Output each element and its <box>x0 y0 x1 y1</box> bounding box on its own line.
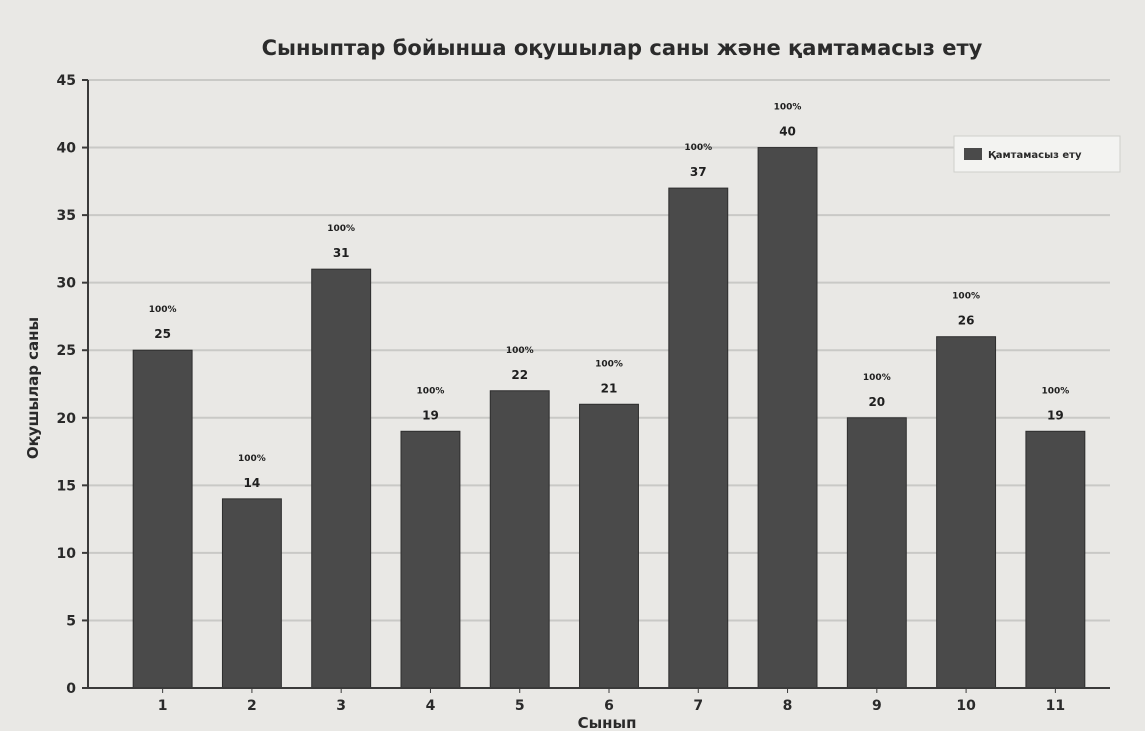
bar-percent-label: 100% <box>774 103 802 113</box>
bar-value-label: 14 <box>244 476 261 490</box>
bar-percent-label: 100% <box>863 373 891 383</box>
x-tick-label: 9 <box>872 698 882 714</box>
bar-percent-label: 100% <box>595 359 623 369</box>
y-tick-label: 0 <box>66 681 76 697</box>
x-tick-label: 3 <box>336 698 346 714</box>
bar <box>936 336 997 689</box>
bar-percent-label: 100% <box>238 454 266 464</box>
x-tick-label: 11 <box>1046 698 1065 714</box>
bar-value-label: 19 <box>422 408 439 422</box>
bar-percent-label: 100% <box>149 305 177 315</box>
bar-value-label: 21 <box>601 381 618 395</box>
y-tick-label: 40 <box>57 141 77 157</box>
x-tick-label: 5 <box>515 698 525 714</box>
bar-value-label: 26 <box>958 314 975 328</box>
y-tick-label: 20 <box>57 411 77 427</box>
bars <box>132 147 1086 689</box>
x-tick-label: 10 <box>956 698 976 714</box>
bar-percent-label: 100% <box>1041 386 1069 396</box>
chart-title: Сыныптар бойынша оқушылар саны және қамт… <box>262 36 983 60</box>
y-tick-label: 30 <box>57 276 77 292</box>
y-tick-label: 35 <box>57 208 76 224</box>
y-axis-title: Оқушылар саны <box>24 317 42 459</box>
bar <box>489 390 550 689</box>
legend-label: Қамтамасыз ету <box>988 150 1082 161</box>
x-tick-label: 2 <box>247 698 257 714</box>
y-tick-label: 45 <box>57 73 76 89</box>
bar-value-label: 37 <box>690 165 707 179</box>
bar <box>757 147 818 689</box>
x-tick-label: 4 <box>426 698 436 714</box>
bar <box>1025 430 1086 689</box>
bar-value-label: 22 <box>511 368 528 382</box>
bar <box>668 187 729 689</box>
legend: Қамтамасыз ету <box>953 135 1121 173</box>
x-axis-title: Сынып <box>578 714 637 731</box>
bar-percent-label: 100% <box>417 386 445 396</box>
bar-percent-label: 100% <box>684 143 712 153</box>
legend-swatch <box>964 148 982 160</box>
y-tick-label: 5 <box>66 613 76 629</box>
bar <box>221 498 282 689</box>
data-labels: 25 100% 14 100% 31 100% 19 100% 22 100% 21 100% 37 10… <box>149 103 1070 490</box>
bar <box>579 403 639 689</box>
bar <box>846 417 907 689</box>
bar-percent-label: 100% <box>327 224 355 234</box>
bar <box>400 430 461 689</box>
x-tick-label: 6 <box>604 698 614 714</box>
y-tick-label: 15 <box>57 478 76 494</box>
y-tick-label: 10 <box>57 546 77 562</box>
bar <box>132 349 193 689</box>
x-tick-label: 1 <box>158 698 168 714</box>
bar-value-label: 31 <box>333 246 350 260</box>
bar <box>311 268 372 689</box>
bar-percent-label: 100% <box>506 346 534 356</box>
bar-value-label: 40 <box>779 125 796 139</box>
x-tick-label: 8 <box>783 698 793 714</box>
bar-value-label: 20 <box>868 395 885 409</box>
x-tick-label: 7 <box>693 698 703 714</box>
bar-percent-label: 100% <box>952 292 980 302</box>
bar-value-label: 19 <box>1047 408 1064 422</box>
bar-value-label: 25 <box>154 327 171 341</box>
y-tick-label: 25 <box>57 343 76 359</box>
